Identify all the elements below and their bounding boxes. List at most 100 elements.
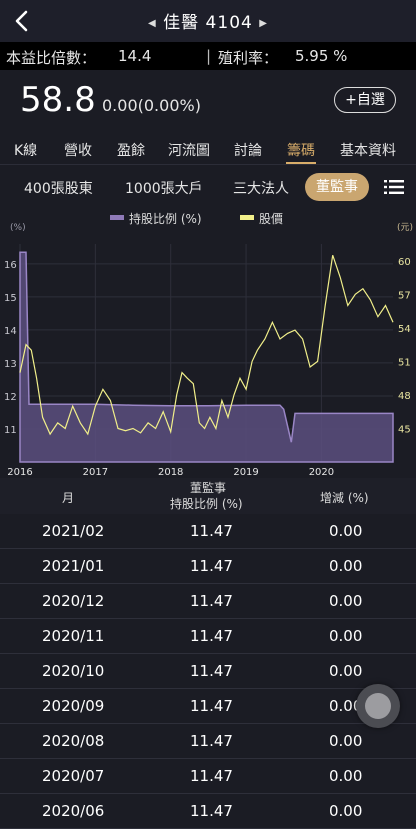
valuation-bar: 本益比倍數： 14.4 | 殖利率： 5.95 % xyxy=(0,42,416,70)
table-row: 2020/07 11.47 0.00 xyxy=(0,759,416,794)
left-tick-label: 12 xyxy=(4,392,17,403)
cell-month: 2021/01 xyxy=(42,557,105,575)
x-tick-label: 2018 xyxy=(158,467,183,478)
legend-swatch xyxy=(110,215,124,220)
subtab-400-holders[interactable]: 400張股東 xyxy=(24,181,93,197)
legend-holding-label: 持股比例 (%) xyxy=(129,212,202,226)
cell-holding: 11.47 xyxy=(190,662,233,680)
cell-holding: 11.47 xyxy=(190,802,233,820)
main-tabs: K線 營收 盈餘 河流圖 討論 籌碼 基本資料 xyxy=(0,134,416,165)
table-header: 月 董監事 持股比例 (%) 增減 (%) xyxy=(0,478,416,514)
cell-month: 2020/08 xyxy=(42,732,105,750)
cell-month: 2020/12 xyxy=(42,592,105,610)
header-change: 增減 (%) xyxy=(320,491,369,505)
top-bar: ◀ 佳醫 4104 ▶ xyxy=(0,0,416,42)
right-axis-unit: (元) xyxy=(397,223,413,233)
stock-title[interactable]: ◀ 佳醫 4104 ▶ xyxy=(0,8,416,33)
chevron-left-icon[interactable] xyxy=(8,6,38,36)
left-axis-unit: (%) xyxy=(10,223,26,233)
menu-icon[interactable] xyxy=(384,180,404,194)
left-tick-label: 15 xyxy=(4,293,17,304)
cell-month: 2020/10 xyxy=(42,662,105,680)
cell-holding: 11.47 xyxy=(190,627,233,645)
tab-basic-info[interactable]: 基本資料 xyxy=(340,143,396,159)
right-tick-label: 45 xyxy=(398,424,411,435)
left-tick-label: 13 xyxy=(4,359,17,370)
cell-change: 0.00 xyxy=(329,802,363,820)
cell-change: 0.00 xyxy=(329,522,363,540)
separator: | xyxy=(206,47,212,65)
cell-holding: 11.47 xyxy=(190,732,233,750)
caret-left-icon[interactable]: ◀ xyxy=(148,18,157,29)
right-tick-label: 48 xyxy=(398,391,411,402)
cell-holding: 11.47 xyxy=(190,697,233,715)
cell-holding: 11.47 xyxy=(190,767,233,785)
table-row: 2021/01 11.47 0.00 xyxy=(0,549,416,584)
cell-change: 0.00 xyxy=(329,557,363,575)
subtab-institutional[interactable]: 三大法人 xyxy=(233,181,289,197)
price-change: 0.00(0.00%) xyxy=(102,96,201,115)
tab-river-chart[interactable]: 河流圖 xyxy=(168,143,210,159)
right-tick-label: 57 xyxy=(398,290,411,301)
tab-discussion[interactable]: 討論 xyxy=(234,143,262,159)
cell-change: 0.00 xyxy=(329,662,363,680)
right-tick-label: 54 xyxy=(398,324,411,335)
stock-name-code: 佳醫 4104 xyxy=(163,13,253,33)
price-series-line xyxy=(19,255,394,436)
table-row: 2020/10 11.47 0.00 xyxy=(0,654,416,689)
table-row: 2020/12 11.47 0.00 xyxy=(0,584,416,619)
pe-label: 本益比倍數： xyxy=(6,49,97,67)
yield-value: 5.95 % xyxy=(295,47,348,65)
legend-swatch xyxy=(240,215,254,220)
cell-month: 2020/11 xyxy=(42,627,105,645)
cell-change: 0.00 xyxy=(329,627,363,645)
yield-label: 殖利率： xyxy=(218,49,279,67)
cell-change: 0.00 xyxy=(329,732,363,750)
floating-button-core[interactable] xyxy=(365,693,391,719)
table-row: 2020/11 11.47 0.00 xyxy=(0,619,416,654)
right-tick-label: 51 xyxy=(398,357,411,368)
left-tick-label: 14 xyxy=(4,326,17,337)
cell-change: 0.00 xyxy=(329,767,363,785)
tab-kline[interactable]: K線 xyxy=(14,143,38,159)
left-tick-label: 11 xyxy=(4,425,17,436)
tab-revenue[interactable]: 營收 xyxy=(64,143,92,159)
right-tick-label: 60 xyxy=(398,257,411,268)
header-month: 月 xyxy=(62,491,75,505)
left-tick-label: 16 xyxy=(4,260,17,271)
x-tick-label: 2016 xyxy=(7,467,32,478)
cell-change: 0.00 xyxy=(329,697,363,715)
cell-month: 2020/09 xyxy=(42,697,105,715)
table-row: 2020/09 11.47 0.00 xyxy=(0,689,416,724)
add-favorite-button[interactable]: +自選 xyxy=(334,87,396,113)
x-tick-label: 2017 xyxy=(83,467,108,478)
cell-month: 2020/07 xyxy=(42,767,105,785)
table-row: 2020/08 11.47 0.00 xyxy=(0,724,416,759)
pe-value: 14.4 xyxy=(118,47,152,65)
tab-chips[interactable]: 籌碼 xyxy=(287,143,315,159)
holding-price-chart[interactable]: (%) (元) 16 15 14 13 12 11 60 57 54 51 48 45 2016 2017 20… xyxy=(0,220,416,482)
table-row: 2020/06 11.47 0.00 xyxy=(0,794,416,829)
tab-earnings[interactable]: 盈餘 xyxy=(117,143,145,159)
header-holding-line1: 董監事 xyxy=(190,481,227,495)
caret-right-icon[interactable]: ▶ xyxy=(259,18,268,29)
cell-change: 0.00 xyxy=(329,592,363,610)
price: 58.8 xyxy=(20,80,96,120)
sub-tabs: 400張股東 1000張大戶 三大法人 xyxy=(0,170,416,204)
holding-table: 2021/02 11.47 0.00 2021/01 11.47 0.00 2020/12 1… xyxy=(0,514,416,829)
table-row: 2021/02 11.47 0.00 xyxy=(0,514,416,549)
cell-holding: 11.47 xyxy=(190,522,233,540)
header-holding-line2: 持股比例 (%) xyxy=(170,497,243,511)
legend-holding: 持股比例 (%) xyxy=(110,210,202,227)
cell-month: 2021/02 xyxy=(42,522,105,540)
cell-holding: 11.47 xyxy=(190,592,233,610)
cell-month: 2020/06 xyxy=(42,802,105,820)
subtab-directors[interactable]: 董監事 xyxy=(305,173,369,201)
active-tab-indicator xyxy=(286,162,316,164)
cell-holding: 11.47 xyxy=(190,557,233,575)
x-tick-label: 2020 xyxy=(309,467,334,478)
subtab-1000-holders[interactable]: 1000張大戶 xyxy=(125,181,203,197)
x-tick-label: 2019 xyxy=(233,467,258,478)
legend-price: 股價 xyxy=(240,210,283,227)
legend-price-label: 股價 xyxy=(259,212,284,226)
